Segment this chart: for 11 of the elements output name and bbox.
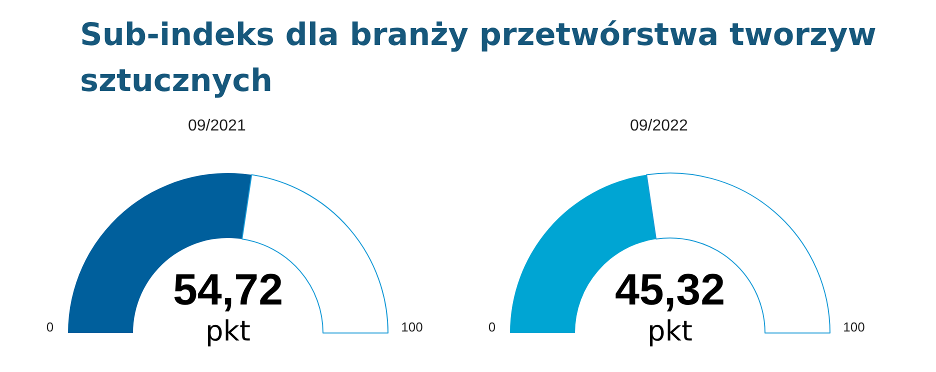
text: Sub-indeks dla branży przetwórstwa tworzyw sztucznych [80,16,878,101]
text: 100 [401,320,423,334]
text: 0 [46,320,54,334]
text: pkt [648,314,693,348]
data-label: 54,72 [172,266,284,314]
text: pkt [206,314,251,348]
chart-subtitle: 09/2022 [630,118,688,134]
text: 100 [843,320,865,334]
chart-subtitle: 09/2021 [188,118,246,134]
data-label: 45,32 [614,266,726,314]
text: 0 [488,320,496,334]
